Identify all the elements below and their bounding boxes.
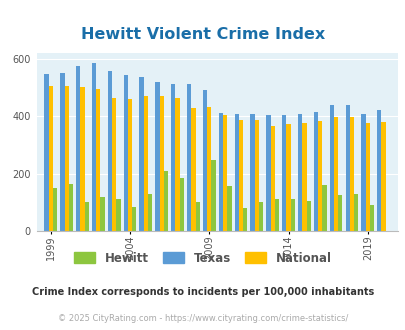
Bar: [84, 202, 89, 231]
Bar: [92, 63, 96, 231]
Bar: [317, 121, 322, 231]
Text: Hewitt Violent Crime Index: Hewitt Violent Crime Index: [81, 27, 324, 42]
Bar: [49, 85, 53, 231]
Bar: [365, 123, 369, 231]
Legend: Hewitt, Texas, National: Hewitt, Texas, National: [74, 252, 331, 265]
Bar: [179, 179, 183, 231]
Bar: [112, 98, 116, 231]
Bar: [274, 199, 278, 231]
Bar: [68, 184, 73, 231]
Bar: [191, 108, 195, 231]
Bar: [376, 110, 381, 231]
Bar: [218, 113, 222, 231]
Bar: [243, 208, 247, 231]
Bar: [128, 99, 132, 231]
Bar: [349, 116, 353, 231]
Bar: [44, 74, 49, 231]
Bar: [281, 115, 286, 231]
Bar: [306, 201, 310, 231]
Bar: [353, 194, 358, 231]
Bar: [360, 114, 365, 231]
Bar: [381, 122, 385, 231]
Bar: [60, 73, 64, 231]
Bar: [195, 202, 199, 231]
Bar: [123, 75, 128, 231]
Bar: [254, 120, 258, 231]
Bar: [329, 105, 333, 231]
Bar: [270, 126, 274, 231]
Bar: [164, 171, 168, 231]
Bar: [76, 66, 80, 231]
Bar: [159, 96, 164, 231]
Bar: [333, 117, 337, 231]
Bar: [211, 160, 215, 231]
Bar: [286, 124, 290, 231]
Bar: [238, 120, 243, 231]
Text: © 2025 CityRating.com - https://www.cityrating.com/crime-statistics/: © 2025 CityRating.com - https://www.city…: [58, 314, 347, 323]
Bar: [64, 85, 68, 231]
Bar: [139, 77, 143, 231]
Bar: [80, 87, 84, 231]
Bar: [301, 123, 306, 231]
Text: Crime Index corresponds to incidents per 100,000 inhabitants: Crime Index corresponds to incidents per…: [32, 287, 373, 297]
Bar: [202, 89, 207, 231]
Bar: [258, 202, 262, 231]
Bar: [155, 82, 159, 231]
Bar: [234, 114, 238, 231]
Bar: [175, 98, 179, 231]
Bar: [290, 199, 294, 231]
Bar: [227, 186, 231, 231]
Bar: [107, 71, 112, 231]
Bar: [297, 114, 301, 231]
Bar: [96, 89, 100, 231]
Bar: [100, 197, 104, 231]
Bar: [143, 96, 148, 231]
Bar: [116, 199, 120, 231]
Bar: [132, 207, 136, 231]
Bar: [148, 194, 152, 231]
Bar: [313, 112, 317, 231]
Bar: [53, 188, 57, 231]
Bar: [207, 107, 211, 231]
Bar: [222, 115, 227, 231]
Bar: [369, 205, 373, 231]
Bar: [337, 195, 342, 231]
Bar: [322, 185, 326, 231]
Bar: [345, 105, 349, 231]
Bar: [266, 115, 270, 231]
Bar: [250, 114, 254, 231]
Bar: [187, 84, 191, 231]
Bar: [171, 84, 175, 231]
